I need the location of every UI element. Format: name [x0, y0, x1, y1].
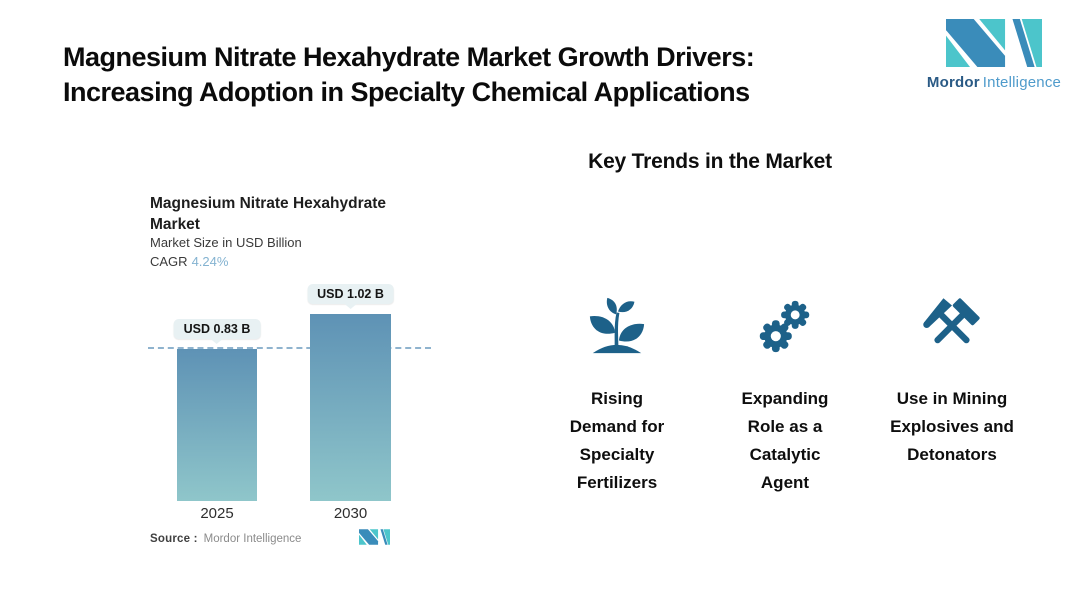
source-label: Source : — [150, 533, 198, 545]
page-title-line2: Increasing Adoption in Specialty Chemica… — [63, 77, 750, 107]
source-attribution: Source : Mordor Intelligence — [150, 533, 301, 545]
trend-item-catalytic: Expanding Role as a Catalytic Agent — [715, 293, 855, 497]
brand-wordmark: Mordor Intelligence — [927, 74, 1061, 91]
trend-item-fertilizers: Rising Demand for Specialty Fertilizers — [547, 293, 687, 497]
bar-column-2030: USD 1.02 B 2030 — [307, 280, 394, 522]
trend-label-mining: Use in Mining Explosives and Detonators — [890, 389, 1014, 464]
trends-heading: Key Trends in the Market — [588, 150, 832, 173]
brand-logo: Mordor Intelligence — [927, 18, 1061, 91]
axis-label-2030: 2030 — [333, 505, 368, 522]
trend-item-mining: Use in Mining Explosives and Detonators — [882, 293, 1022, 469]
brand-name-light: Intelligence — [982, 74, 1062, 91]
bar-2030 — [310, 314, 391, 501]
bar-value-badge-2030: USD 1.02 B — [307, 284, 394, 304]
bar-value-label-2030: USD 1.02 B — [317, 287, 384, 301]
chart-subtitle: Market Size in USD Billion — [150, 235, 302, 250]
trend-label-fertilizers: Rising Demand for Specialty Fertilizers — [569, 389, 665, 492]
chart-cagr: CAGR 4.24% — [150, 254, 228, 269]
page-title: Magnesium Nitrate Hexahydrate Market Gro… — [63, 40, 755, 110]
bar-2025 — [177, 349, 257, 501]
mordor-intelligence-logo-icon — [946, 18, 1042, 68]
cagr-value: 4.24% — [191, 254, 229, 269]
plant-sprout-icon — [586, 293, 648, 363]
trend-label-catalytic: Expanding Role as a Catalytic Agent — [741, 389, 829, 492]
gears-icon — [754, 293, 816, 363]
reference-dashed-line — [148, 347, 431, 349]
brand-name-bold: Mordor — [926, 74, 980, 91]
bar-value-badge-2025: USD 0.83 B — [173, 319, 261, 339]
chart-title: Magnesium Nitrate Hexahydrate Market — [150, 193, 386, 235]
page-title-line1: Magnesium Nitrate Hexahydrate Market Gro… — [63, 42, 755, 72]
mordor-intelligence-mini-logo-icon — [359, 529, 390, 550]
chart-title-line2: Market — [150, 216, 200, 233]
bar-column-2025: USD 0.83 B 2025 — [173, 280, 261, 522]
crossed-hammers-icon — [921, 293, 983, 363]
cagr-label: CAGR — [150, 254, 188, 269]
bar-value-label-2025: USD 0.83 B — [183, 322, 251, 336]
chart-title-line1: Magnesium Nitrate Hexahydrate — [150, 195, 387, 212]
bar-chart-plot: USD 0.83 B 2025 USD 1.02 B 2030 — [148, 280, 431, 522]
axis-label-2025: 2025 — [200, 505, 234, 522]
source-value: Mordor Intelligence — [203, 533, 302, 545]
